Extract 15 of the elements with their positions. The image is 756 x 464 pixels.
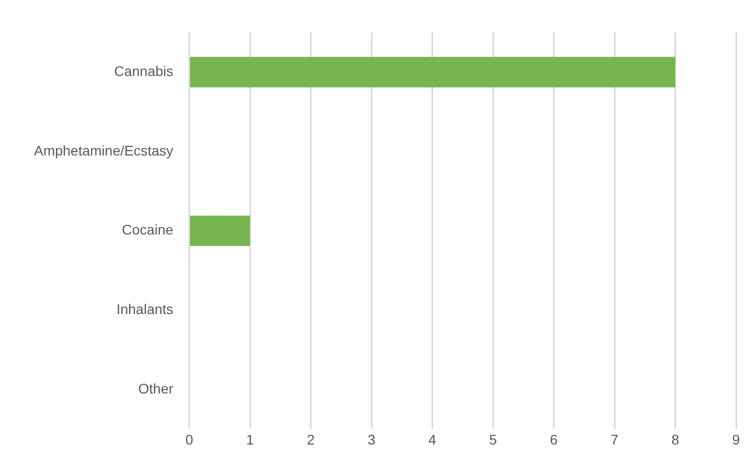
y-tick-label: Other [138, 380, 174, 396]
y-tick-label: Cocaine [122, 222, 174, 238]
x-tick-label: 9 [732, 431, 740, 448]
x-tick-label: 0 [185, 431, 194, 448]
x-tick-label: 3 [368, 431, 376, 448]
x-tick-label: 6 [550, 431, 558, 448]
x-tick-label: 7 [610, 431, 619, 448]
y-tick-label: Inhalants [116, 301, 174, 318]
y-tick-label: Cannabis [114, 62, 174, 79]
x-tick-label: 2 [306, 431, 315, 448]
x-tick-label: 8 [671, 431, 680, 448]
y-tick-label: Amphetamine/Ecstasy [34, 142, 174, 158]
x-tick-label: 5 [489, 431, 498, 448]
x-tick-label: 1 [246, 431, 254, 448]
x-tick-label: 4 [428, 431, 436, 448]
